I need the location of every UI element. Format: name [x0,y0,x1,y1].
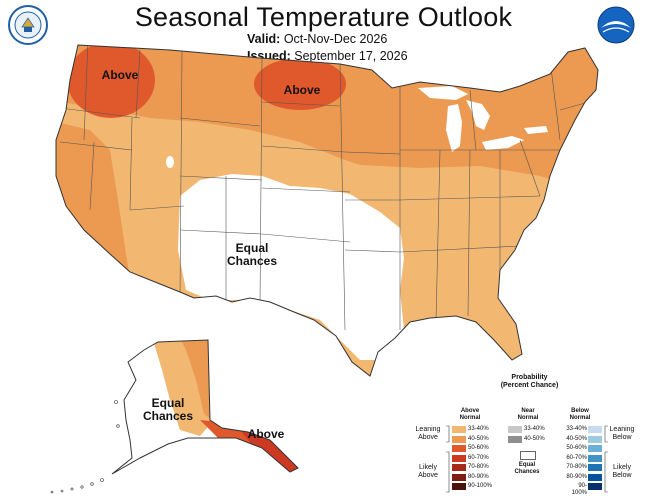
label-equal-chances: Equal Chances [226,241,278,268]
legend-above-range-label: 70-80% [468,464,489,470]
probability-legend: Probability (Percent Chance) Above Norma… [412,374,642,498]
legend-below-swatch [588,473,602,481]
legend-above-swatch [452,445,466,452]
legend-near-swatch [508,435,522,443]
legend-brackets [446,425,608,493]
legend-above-swatch [452,473,466,481]
legend-below-range-label: 60-70% [566,454,587,461]
noaa-logo-icon [597,6,635,44]
legend-above-swatch [452,435,466,443]
legend-above-range-label: 90-100% [468,483,493,489]
legend-likely-below: Likely Below [612,464,632,479]
legend-near-range-label: 40-50% [524,435,545,442]
legend-near-swatch [508,426,522,433]
valid-label: Valid: [247,32,281,46]
label-above-northern-plains: Above [283,83,321,97]
legend-below-range-label: 80-90% [566,473,587,480]
legend-below-swatch [588,464,602,471]
legend-near-range-label: 33-40% [524,426,545,432]
legend-below-swatch [588,426,602,433]
label-equal-chances-alaska: Equal Chances [142,396,194,423]
legend-equal-chances-swatch [520,451,536,460]
legend-above-swatch [452,454,466,462]
legend-leaning-above: Leaning Above [415,426,441,441]
legend-likely-above: Likely Above [418,464,438,479]
legend-below-header: Below Normal [569,408,591,421]
page-title: Seasonal Temperature Outlook [134,2,513,32]
label-above-northwest: Above [101,68,139,82]
legend-below-swatch [588,445,602,452]
legend-below-swatch [588,454,602,462]
legend-above-swatch [452,483,466,490]
issued-value: September 17, 2026 [294,49,408,63]
label-above-alaska: Above [247,427,285,441]
legend-above-range-label: 33-40% [468,426,489,432]
legend-below-range-label: 40-50% [566,435,587,442]
legend-above-range-label: 60-70% [468,454,489,461]
legend-below-range-label: 70-80% [566,464,587,470]
legend-above-range-label: 50-60% [468,445,489,451]
valid-value: Oct-Nov-Dec 2026 [283,32,388,46]
legend-below-swatch [588,483,602,490]
legend-below-range-label: 33-40% [566,426,587,432]
valid-line: Valid: Oct-Nov-Dec 2026 [247,32,387,46]
legend-below-range-label: 50-60% [566,445,587,451]
commerce-seal-icon [8,5,48,45]
legend-above-swatch [452,464,466,471]
legend-above-range-label: 40-50% [468,435,489,442]
legend-below-range-label: 90-100% [571,483,587,496]
legend-above-header: Above Normal [459,408,481,421]
legend-title: Probability (Percent Chance) [500,374,559,389]
legend-equal-chances-label: Equal Chances [514,462,540,475]
legend-above-range-label: 80-90% [468,473,489,480]
legend-leaning-below: Leaning Below [609,426,635,441]
legend-above-swatch [452,426,466,433]
legend-below-swatch [588,435,602,443]
legend-near-header: Near Normal [517,408,539,421]
